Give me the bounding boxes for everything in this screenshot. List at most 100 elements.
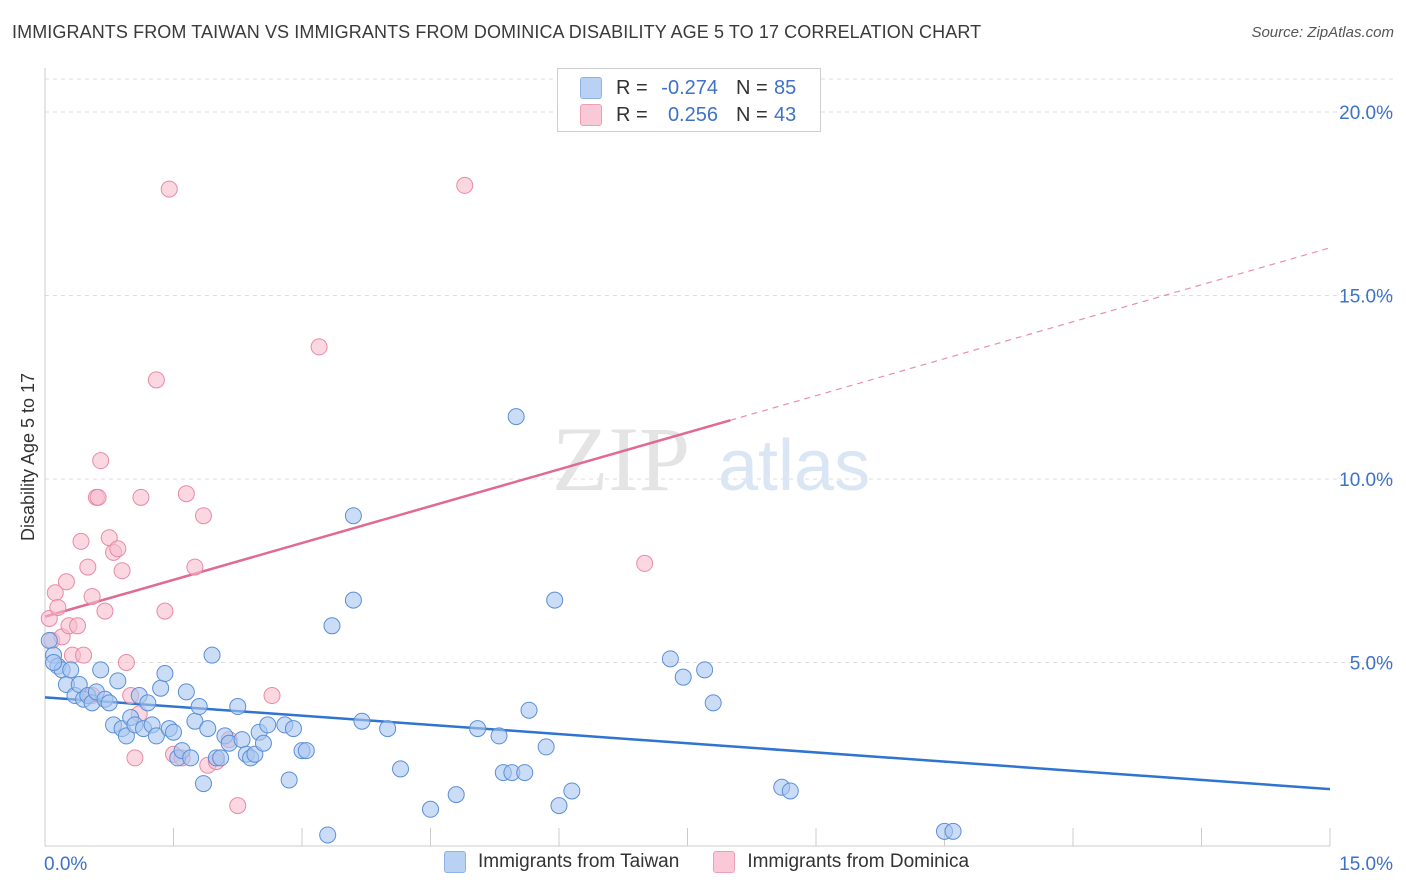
point-dominica xyxy=(72,532,90,550)
chart-title: IMMIGRANTS FROM TAIWAN VS IMMIGRANTS FRO… xyxy=(12,22,982,42)
legend-swatch-taiwan xyxy=(580,77,602,99)
point-taiwan xyxy=(109,672,127,690)
point-dominica xyxy=(75,646,93,664)
point-dominica xyxy=(96,602,114,620)
point-dominica xyxy=(156,602,174,620)
point-taiwan xyxy=(233,731,251,749)
point-taiwan xyxy=(92,661,110,679)
point-dominica xyxy=(177,485,195,503)
point-taiwan xyxy=(280,771,298,789)
x-tick-label: 0.0% xyxy=(44,854,87,875)
point-taiwan xyxy=(284,720,302,738)
point-taiwan xyxy=(379,720,397,738)
point-dominica xyxy=(92,452,110,470)
point-dominica xyxy=(636,554,654,572)
source-credit: Source: ZipAtlas.com xyxy=(1251,24,1394,41)
point-dominica xyxy=(194,507,212,525)
point-taiwan xyxy=(165,723,182,741)
point-dominica xyxy=(79,558,97,576)
point-dominica xyxy=(126,749,144,767)
series-legend-dominica[interactable]: Immigrants from Dominica xyxy=(713,851,969,873)
point-taiwan xyxy=(297,742,315,760)
legend-n-value: 85 xyxy=(774,76,797,99)
point-taiwan xyxy=(696,661,714,679)
point-taiwan xyxy=(147,727,165,745)
axes xyxy=(44,68,1331,847)
point-dominica xyxy=(69,617,87,635)
point-taiwan xyxy=(319,826,337,844)
legend-r-value: 0.256 xyxy=(667,103,718,126)
point-taiwan xyxy=(674,668,692,686)
point-taiwan xyxy=(490,727,508,745)
series-swatch-dominica xyxy=(713,851,736,873)
legend-r-label: R = xyxy=(616,76,648,99)
point-taiwan xyxy=(203,646,221,664)
point-taiwan xyxy=(323,617,341,635)
point-taiwan xyxy=(344,507,362,525)
legend-n-value: 43 xyxy=(774,103,797,126)
trend-lines xyxy=(44,247,1331,791)
y-tick-label: 20.0% xyxy=(1339,103,1393,124)
trend-line-dominica xyxy=(44,419,731,618)
point-taiwan xyxy=(40,631,58,649)
point-taiwan xyxy=(469,720,487,738)
point-dominica xyxy=(229,797,247,815)
legend-n-label: N = xyxy=(736,103,768,126)
legend-r-value: -0.274 xyxy=(661,76,718,99)
point-dominica xyxy=(132,488,150,506)
series-swatch-taiwan xyxy=(444,851,466,873)
point-taiwan xyxy=(781,782,799,800)
point-dominica xyxy=(263,687,281,705)
tick-labels: 5.0% 10.0% 15.0% 20.0% 0.0% 15.0% xyxy=(44,103,1393,875)
point-dominica xyxy=(57,573,75,591)
point-taiwan xyxy=(194,775,212,793)
point-taiwan xyxy=(422,800,439,818)
legend-swatch-dominica xyxy=(580,104,602,126)
legend-n-label: N = xyxy=(736,76,768,99)
point-dominica xyxy=(113,562,131,580)
legend-r-label: R = xyxy=(616,103,648,126)
gridlines xyxy=(45,78,1395,664)
y-axis-label: Disability Age 5 to 17 xyxy=(18,373,38,541)
watermark-atlas: atlas xyxy=(718,426,870,506)
legend-row-dominica: R = 0.256 N = 43 xyxy=(580,103,796,127)
correlation-legend: R = -0.274 N = 85 R = 0.256 N = 43 xyxy=(557,68,821,132)
point-taiwan xyxy=(156,665,174,683)
x-tick-label: 15.0% xyxy=(1339,854,1393,875)
data-points xyxy=(40,176,962,844)
point-taiwan xyxy=(259,716,277,734)
point-dominica xyxy=(83,587,101,605)
point-taiwan xyxy=(177,683,195,701)
watermark-zip: ZIP xyxy=(552,408,690,510)
legend-row-taiwan: R = -0.274 N = 85 xyxy=(580,76,796,100)
point-taiwan xyxy=(550,797,568,815)
point-taiwan xyxy=(344,591,362,609)
point-dominica xyxy=(147,371,165,389)
point-dominica xyxy=(89,488,107,506)
series-label-taiwan: Immigrants from Taiwan xyxy=(478,851,680,872)
point-dominica xyxy=(160,180,178,198)
point-taiwan xyxy=(507,408,525,426)
point-taiwan xyxy=(516,764,534,782)
point-taiwan xyxy=(537,738,555,756)
point-dominica xyxy=(109,540,127,558)
point-taiwan xyxy=(704,694,722,712)
series-legend-taiwan[interactable]: Immigrants from Taiwan xyxy=(444,851,679,873)
point-dominica xyxy=(310,338,328,356)
point-taiwan xyxy=(190,698,208,716)
point-taiwan xyxy=(254,734,272,752)
point-taiwan xyxy=(229,698,247,716)
point-taiwan xyxy=(546,591,564,609)
point-taiwan xyxy=(62,661,80,679)
series-label-dominica: Immigrants from Dominica xyxy=(747,851,970,872)
watermark: ZIP atlas xyxy=(552,408,870,510)
point-dominica xyxy=(456,176,474,194)
point-taiwan xyxy=(152,679,170,697)
point-taiwan xyxy=(353,712,371,730)
point-dominica xyxy=(49,598,67,616)
y-tick-label: 15.0% xyxy=(1339,287,1393,308)
point-taiwan xyxy=(45,654,63,672)
point-dominica xyxy=(117,654,135,672)
y-tick-label: 5.0% xyxy=(1350,654,1393,675)
point-taiwan xyxy=(100,694,118,712)
